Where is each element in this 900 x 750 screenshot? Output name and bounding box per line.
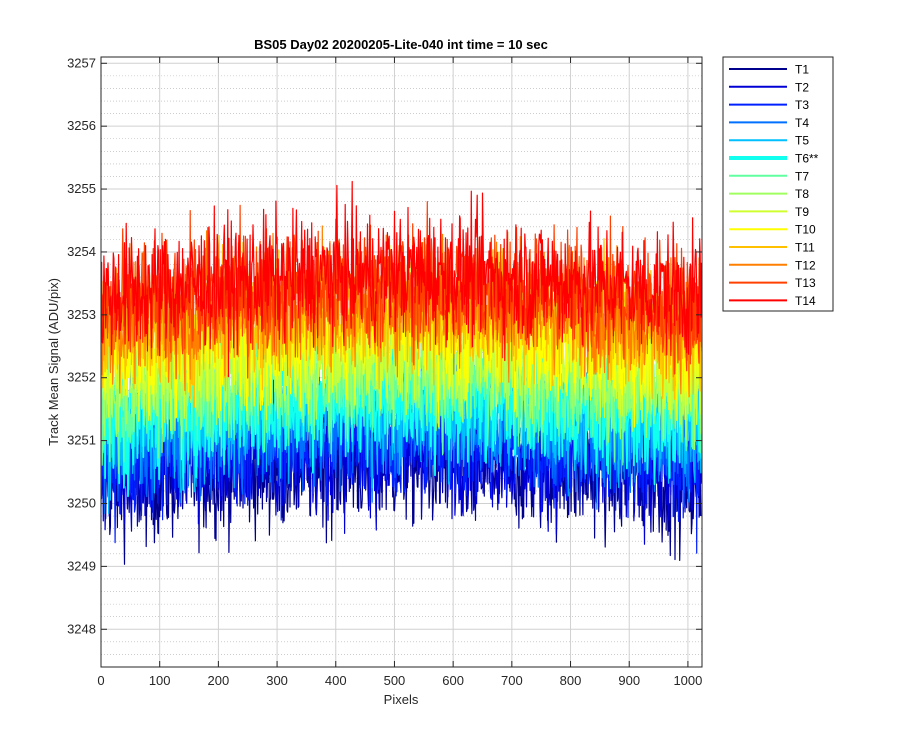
x-tick-label: 500 — [384, 673, 406, 688]
y-tick-label: 3255 — [67, 181, 96, 196]
x-tick-label: 100 — [149, 673, 171, 688]
legend-entry-label: T13 — [795, 276, 816, 290]
x-tick-label: 300 — [266, 673, 288, 688]
legend-entry-label: T10 — [795, 223, 816, 237]
y-tick-label: 3256 — [67, 118, 96, 133]
x-tick-label: 700 — [501, 673, 523, 688]
y-tick-label: 3249 — [67, 558, 96, 573]
legend-entry-label: T7 — [795, 169, 809, 183]
x-tick-label: 400 — [325, 673, 347, 688]
series-line-T5 — [101, 322, 702, 514]
legend-entry-label: T11 — [795, 241, 815, 255]
legend-box — [722, 56, 834, 312]
legend-entry-label: T2 — [795, 80, 809, 94]
y-axis-label: Track Mean Signal (ADU/pix) — [46, 278, 61, 446]
legend: T1 T2 T3 T4 T5 T6** T7 T8 T9 T10 T11 T12 T13 T14 — [722, 56, 834, 312]
y-tick-label: 3257 — [67, 55, 96, 70]
axis-ticks: 0 100 200 300 400 500 600 700 800 900 1000 3248 3249… — [67, 55, 702, 688]
plot-area-frame — [100, 56, 703, 668]
y-tick-label: 3251 — [67, 433, 96, 448]
plot-lines — [101, 180, 702, 565]
legend-entry-label: T12 — [795, 258, 816, 272]
x-tick-label: 600 — [442, 673, 464, 688]
chart-title: BS05 Day02 20200205-Lite-040 int time = … — [254, 37, 548, 52]
y-tick-label: 3254 — [67, 244, 96, 259]
y-tick-label: 3252 — [67, 370, 96, 385]
x-tick-label: 800 — [560, 673, 582, 688]
x-tick-label: 900 — [618, 673, 640, 688]
legend-entry-label: T9 — [795, 205, 809, 219]
x-axis-label: Pixels — [384, 692, 419, 707]
x-tick-label: 200 — [208, 673, 230, 688]
legend-entry-label: T6** — [795, 152, 819, 166]
series-line-T14 — [101, 180, 702, 378]
legend-entry-label: T1 — [795, 63, 809, 77]
y-tick-label: 3253 — [67, 307, 96, 322]
legend-entry-label: T14 — [795, 294, 816, 308]
y-tick-label: 3248 — [67, 621, 96, 636]
x-tick-label: 0 — [97, 673, 104, 688]
legend-entry-label: T8 — [795, 187, 809, 201]
y-tick-label: 3250 — [67, 495, 96, 510]
legend-entry-label: T5 — [795, 134, 809, 148]
legend-entry-label: T3 — [795, 98, 809, 112]
legend-entry-label: T4 — [795, 116, 809, 130]
x-tick-label: 1000 — [673, 673, 702, 688]
